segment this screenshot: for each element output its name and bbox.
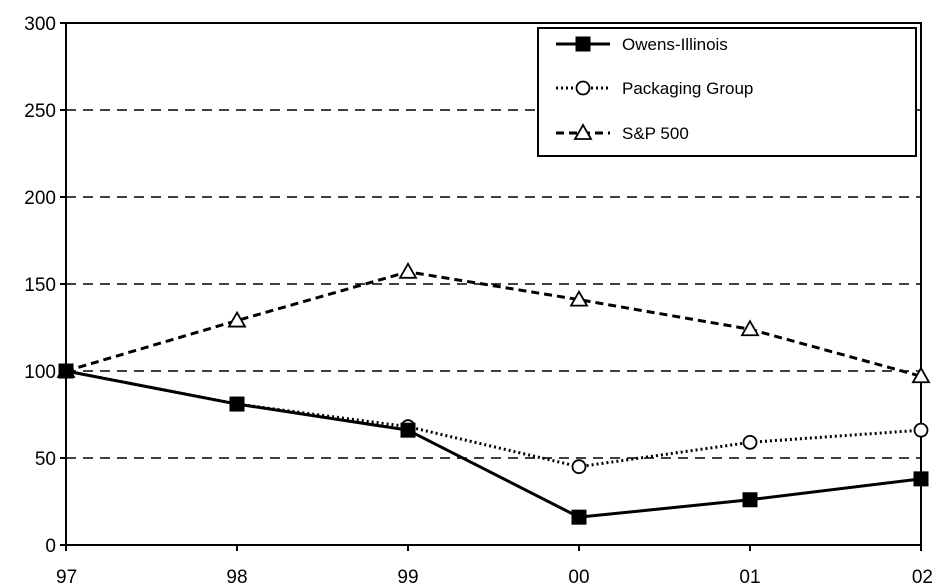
y-tick-label: 150 <box>24 275 56 296</box>
data-point <box>227 310 247 328</box>
data-point <box>742 434 758 450</box>
legend-entry: Owens-Illinois <box>556 35 728 54</box>
y-tick-label: 250 <box>24 101 56 122</box>
series-line <box>65 270 922 378</box>
series-packaging-group <box>58 363 929 475</box>
legend-marker <box>575 36 591 52</box>
data-point <box>742 492 758 508</box>
data-point <box>58 363 74 379</box>
legend-box <box>537 27 917 157</box>
series-s-p-500 <box>56 262 931 384</box>
y-tick-label: 100 <box>24 362 56 383</box>
data-point <box>398 262 418 279</box>
y-tick-label: 300 <box>24 14 56 35</box>
series-line <box>65 369 922 469</box>
data-point <box>913 422 929 438</box>
series-line <box>65 369 922 519</box>
legend-label: S&P 500 <box>622 124 689 143</box>
data-point <box>911 366 931 384</box>
legend-marker <box>573 123 593 140</box>
data-point <box>913 471 929 487</box>
legend-marker <box>575 80 591 96</box>
legend-entry: Packaging Group <box>556 79 753 98</box>
legend: Owens-Illinois Packaging Group S&P 500 <box>537 27 917 157</box>
data-point <box>571 459 587 475</box>
data-point <box>569 289 589 307</box>
x-tick-label: 99 <box>397 567 418 585</box>
legend-label: Owens-Illinois <box>622 35 728 54</box>
data-point <box>740 319 760 337</box>
axes: 0 50 100 150 200 250 300 97 98 99 00 01 02 <box>24 14 933 585</box>
legend-entry: S&P 500 <box>556 123 689 143</box>
y-tick-label: 0 <box>45 536 56 557</box>
series-group <box>56 262 931 525</box>
x-tick-label: 00 <box>568 567 589 585</box>
data-point <box>571 509 587 525</box>
x-tick-label: 98 <box>226 567 247 585</box>
data-point <box>400 422 416 438</box>
x-tick-label: 01 <box>739 567 760 585</box>
x-tick-label: 02 <box>912 567 933 585</box>
y-tick-label: 200 <box>24 188 56 209</box>
data-point <box>229 396 245 412</box>
grid-lines <box>66 109 921 459</box>
legend-label: Packaging Group <box>622 79 753 98</box>
x-tick-label: 97 <box>56 567 77 585</box>
y-tick-label: 50 <box>35 449 56 470</box>
series-owens-illinois <box>58 363 929 525</box>
